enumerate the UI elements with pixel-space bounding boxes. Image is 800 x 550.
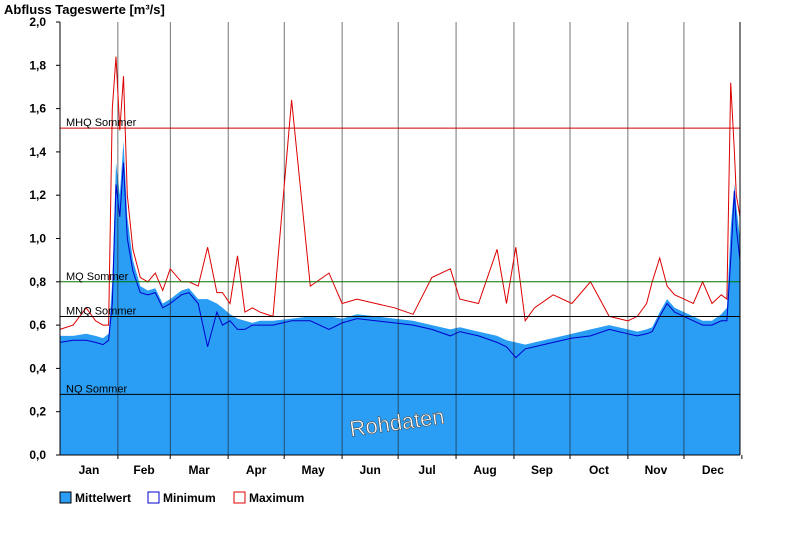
maximum-line <box>59 56 741 330</box>
month-grid <box>117 22 685 455</box>
y-tick-label: 0,2 <box>29 405 46 419</box>
minimum-line <box>59 162 741 359</box>
month-label: Nov <box>645 463 668 477</box>
legend-swatch <box>147 491 160 504</box>
y-axis-ticks: 0,0 0,2 0,4 0,6 0,8 1,0 1,2 1,4 1,6 1,8 2,0 <box>29 15 60 462</box>
x-axis-ticks: Jan Feb Mar Apr May Jun Jul Aug Sep Oct Nov Dec <box>79 455 743 477</box>
legend-label: Maximum <box>249 491 304 505</box>
reference-line-label: NQ Sommer <box>66 383 127 395</box>
month-label: Mar <box>189 463 211 477</box>
maximum-line-layer <box>59 56 741 330</box>
month-label: Jul <box>418 463 435 477</box>
legend-swatch <box>59 491 72 504</box>
y-tick-label: 1,6 <box>29 102 46 116</box>
y-tick-label: 1,4 <box>29 145 46 159</box>
y-tick-label: 1,8 <box>29 58 46 72</box>
month-label: Jan <box>79 463 100 477</box>
reference-line-label: MHQ Sommer <box>66 117 137 129</box>
legend-swatch <box>233 491 246 504</box>
legend: Mittelwert Minimum Maximum <box>59 491 304 505</box>
month-label: Jun <box>359 463 380 477</box>
reference-line-label: MQ Sommer <box>66 271 129 283</box>
y-tick-label: 1,2 <box>29 188 46 202</box>
month-label: Apr <box>246 463 267 477</box>
y-tick-label: 1,0 <box>29 232 46 246</box>
month-label: Oct <box>589 463 609 477</box>
chart-title: Abfluss Tageswerte [m³/s] <box>4 2 165 17</box>
month-label: Aug <box>473 463 496 477</box>
reference-line-label: MNQ Sommer <box>66 305 137 317</box>
y-tick-label: 0,8 <box>29 275 46 289</box>
legend-label: Mittelwert <box>75 491 131 505</box>
legend-label: Minimum <box>163 491 216 505</box>
reference-lines: MHQ Sommer MQ Sommer MNQ Sommer NQ Sommer <box>60 117 740 395</box>
month-label: May <box>301 463 325 477</box>
y-tick-label: 0,0 <box>29 448 46 462</box>
month-label: Sep <box>531 463 553 477</box>
y-tick-label: 0,4 <box>29 361 46 375</box>
minimum-line-layer <box>59 162 741 359</box>
month-label: Feb <box>133 463 154 477</box>
month-label: Dec <box>702 463 724 477</box>
y-tick-label: 0,6 <box>29 318 46 332</box>
y-tick-label: 2,0 <box>29 15 46 29</box>
